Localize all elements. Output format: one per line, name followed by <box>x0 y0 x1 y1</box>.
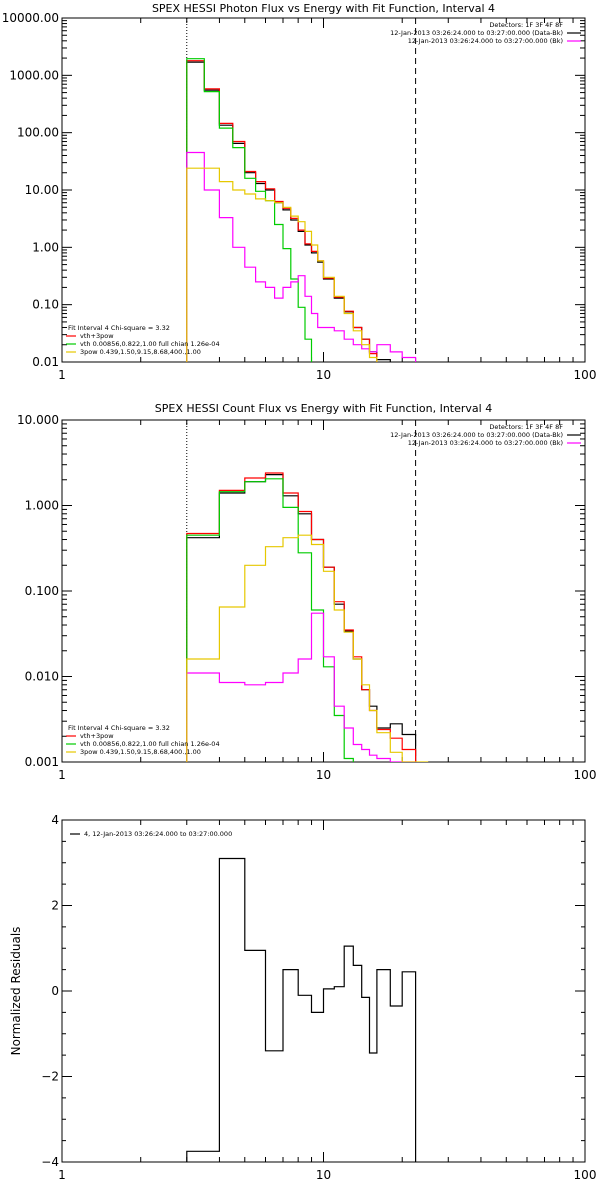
series-line-1 <box>186 61 391 362</box>
legend-bottom-left-entry: 3pow 0.439,1.50,9.15,8.68,400.,1.00 <box>80 748 201 756</box>
y-axis-label: Normalized Residuals <box>9 927 23 1056</box>
y-tick-label: 0.001 <box>25 755 59 769</box>
x-tick-label: 100 <box>574 368 597 382</box>
y-tick-label: −2 <box>41 1070 59 1084</box>
legend-bottom-left-entry: 3pow 0.439,1.50,9.15,8.68,400.,1.00 <box>80 348 201 356</box>
legend-top-right-entry: 12-Jan-2013 03:26:24.000 to 03:27:00.000… <box>408 37 563 45</box>
x-tick-label: 100 <box>574 768 597 782</box>
series-line-3 <box>186 478 354 762</box>
y-tick-label: −4 <box>41 1155 59 1169</box>
y-tick-label: 4 <box>51 813 59 827</box>
y-tick-label: 0.10 <box>32 298 59 312</box>
y-tick-label: 10.00 <box>25 183 59 197</box>
legend-top-right-entry: 12-Jan-2013 03:26:24.000 to 03:27:00.000… <box>408 439 563 447</box>
legend-top-right-entry: 12-Jan-2013 03:26:24.000 to 03:27:00.000… <box>390 29 563 37</box>
legend-top-right-entry: Detectors: 1F 3F 4F 8F <box>489 423 563 431</box>
chart-panel-2: SPEX HESSI Count Flux vs Energy with Fit… <box>17 402 596 782</box>
series-group <box>186 472 429 762</box>
series-line-5 <box>186 167 378 362</box>
chart-panel-1: SPEX HESSI Photon Flux vs Energy with Fi… <box>2 2 597 382</box>
x-tick-label: 10 <box>316 1168 331 1182</box>
chart-panel-3: 1 10 100 −4 −2 0 2 4 Normalized Residuals 4, 12-J… <box>9 813 596 1182</box>
series-group <box>186 58 417 362</box>
y-tick-label: 0.01 <box>32 355 59 369</box>
x-tick-label: 1 <box>58 768 66 782</box>
series-line-2 <box>186 60 378 362</box>
plot-frame <box>61 419 586 763</box>
y-tick-label: 0 <box>51 984 59 998</box>
legend-top-right-entry: 12-Jan-2013 03:26:24.000 to 03:27:00.000… <box>390 431 563 439</box>
x-tick-label: 10 <box>316 368 331 382</box>
y-tick-label: 1.000 <box>25 499 59 513</box>
x-tick-label: 100 <box>574 1168 597 1182</box>
series-line-4 <box>186 151 417 362</box>
legend-bottom-left-entry: Fit Interval 4 Chi-square = 3.32 <box>68 324 170 332</box>
series-line-4 <box>186 612 417 762</box>
y-tick-label: 0.010 <box>25 670 59 684</box>
series-group <box>186 857 417 1162</box>
y-tick-label: 10.000 <box>17 413 59 427</box>
series-line-5 <box>186 534 429 762</box>
y-tick-label: 2 <box>51 899 59 913</box>
x-tick-label: 1 <box>58 368 66 382</box>
series-line-3 <box>186 58 313 362</box>
series-line-1 <box>186 474 417 762</box>
x-tick-label: 10 <box>316 768 331 782</box>
legend-top-right-entry: Detectors: 1F 3F 4F 8F <box>489 21 563 29</box>
chart-title: SPEX HESSI Photon Flux vs Energy with Fi… <box>152 2 495 15</box>
y-tick-label: 100.00 <box>17 126 59 140</box>
legend-bottom-left-entry: vth 0.00856,0.822,1.00 full chian 1.26e-… <box>80 340 220 348</box>
series-line-1 <box>186 857 417 1162</box>
x-tick-label: 1 <box>58 1168 66 1182</box>
series-line-2 <box>186 472 417 762</box>
y-tick-label: 10000.00 <box>2 11 59 25</box>
chart-title: SPEX HESSI Count Flux vs Energy with Fit… <box>155 402 492 415</box>
y-tick-label: 1.00 <box>32 240 59 254</box>
legend-bottom-left-entry: Fit Interval 4 Chi-square = 3.32 <box>68 724 170 732</box>
y-tick-label: 1000.00 <box>9 68 59 82</box>
legend-top-left-entry: 4, 12-Jan-2013 03:26:24.000 to 03:27:00.… <box>84 830 232 838</box>
legend-bottom-left-entry: vth+3pow <box>80 732 114 740</box>
legend-bottom-left-entry: vth+3pow <box>80 332 114 340</box>
legend-bottom-left-entry: vth 0.00856,0.822,1.00 full chian 1.26e-… <box>80 740 220 748</box>
plot-frame <box>61 17 586 363</box>
y-tick-label: 0.100 <box>25 584 59 598</box>
